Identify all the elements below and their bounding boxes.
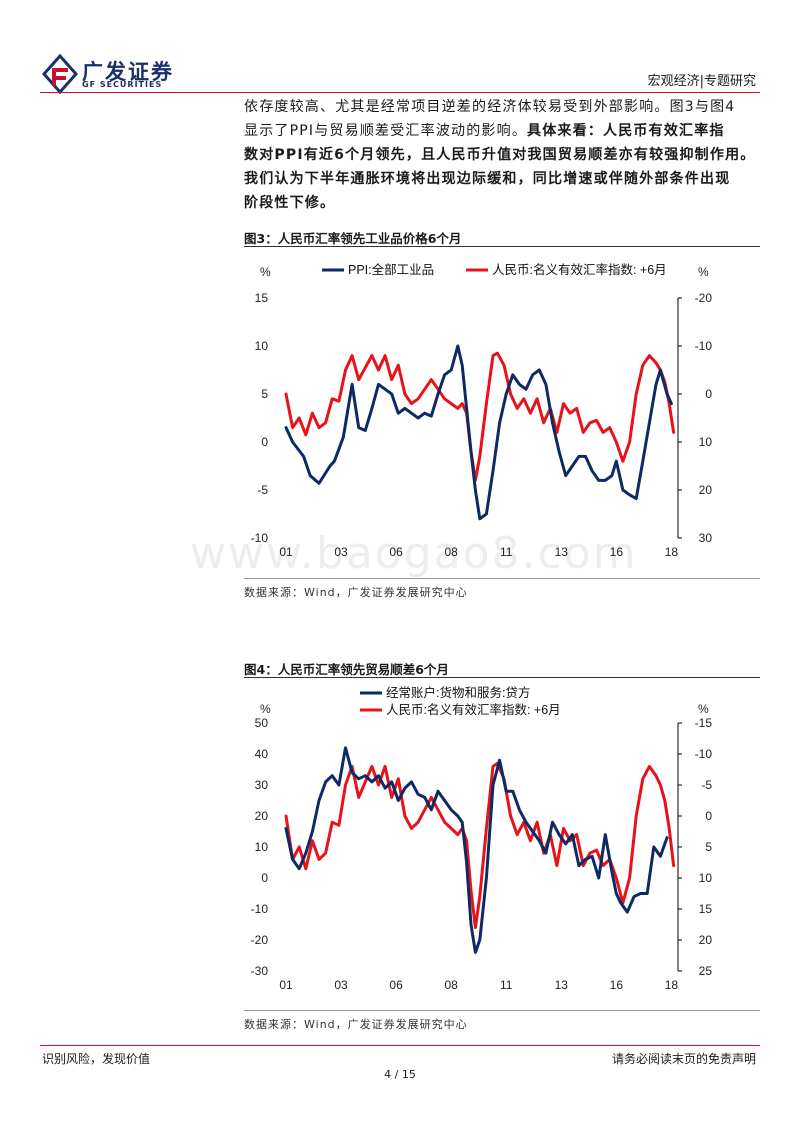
figure-4-chart: 50 40 30 20 10 0 -10 -20 -30 -15 -10 -5 0 5 10 15 20 25%%… <box>251 685 713 992</box>
figure-3-chart: 15 10 5 0 -5 -10 -20 -10 0 10 20 30% % 01 03 06 08 11 13 16… <box>251 262 713 559</box>
figure-3-top-rule <box>244 246 760 247</box>
right-tick-label: 25 <box>699 964 713 978</box>
x-tick-label: 16 <box>610 978 624 992</box>
right-tick-label: 20 <box>699 483 713 497</box>
right-unit-label: % <box>698 265 709 279</box>
footer-rule <box>40 1045 760 1046</box>
report-section: 宏观经济|专题研究 <box>647 74 756 89</box>
left-tick-label: 20 <box>255 809 269 823</box>
legend-label: 经常账户:货物和服务:贷方 <box>386 685 530 700</box>
figure-4-source: 数据来源：Wind，广发证券发展研究中心 <box>244 1018 468 1031</box>
x-tick-label: 08 <box>444 978 458 992</box>
body-paragraph: 依存度较高、尤其是经常项目逆差的经济体较易受到外部影响。图3与图4 显示了PPI… <box>244 95 764 215</box>
left-tick-label: 0 <box>261 435 268 449</box>
left-tick-label: 40 <box>255 747 269 761</box>
legend-label: PPI:全部工业品 <box>348 262 434 277</box>
right-tick-label: 0 <box>705 387 712 401</box>
right-tick-label: 10 <box>699 871 713 885</box>
x-tick-label: 06 <box>389 978 403 992</box>
left-tick-label: 10 <box>255 840 269 854</box>
x-tick-label: 06 <box>389 545 403 559</box>
x-tick-label: 03 <box>334 545 348 559</box>
x-tick-label: 16 <box>610 545 624 559</box>
x-tick-label: 01 <box>279 978 293 992</box>
page-number: 4 / 15 <box>384 1068 416 1081</box>
right-tick-label: -5 <box>701 778 712 792</box>
left-unit-label: % <box>260 702 271 716</box>
right-tick-label: 30 <box>699 531 713 545</box>
figure-3-source: 数据来源：Wind，广发证券发展研究中心 <box>244 586 468 599</box>
x-tick-label: 11 <box>500 978 513 992</box>
right-tick-label: -20 <box>695 291 713 305</box>
right-tick-label: 15 <box>699 902 713 916</box>
series-line-left <box>284 344 673 521</box>
left-tick-label: 50 <box>255 716 269 730</box>
right-unit-label: % <box>698 702 709 716</box>
left-tick-label: -5 <box>257 483 268 497</box>
series-line-right <box>284 761 676 930</box>
left-tick-label: -10 <box>251 902 269 916</box>
left-tick-label: 10 <box>255 339 269 353</box>
left-tick-label: -30 <box>251 964 269 978</box>
footer-slogan: 识别风险，发现价值 <box>42 1052 151 1066</box>
x-tick-label: 18 <box>665 978 679 992</box>
x-tick-label: 18 <box>665 545 679 559</box>
right-tick-label: -15 <box>695 716 713 730</box>
right-tick-label: 20 <box>699 933 713 947</box>
figure-3-bottom-rule <box>244 578 760 579</box>
body-line-5: 阶段性下修。 <box>244 195 336 211</box>
left-tick-label: 15 <box>255 291 269 305</box>
figure-4-top-rule <box>244 677 760 678</box>
logo-text: 广发证券 <box>82 60 174 84</box>
body-line-4: 我们认为下半年通胀环境将出现边际缓和，同比增速或伴随外部条件出现 <box>244 171 731 187</box>
left-tick-label: 30 <box>255 778 269 792</box>
x-tick-label: 03 <box>334 978 348 992</box>
series-line-left <box>284 746 669 954</box>
header-rule <box>40 92 760 93</box>
left-tick-label: 5 <box>261 387 268 401</box>
left-tick-label: -10 <box>251 531 269 545</box>
left-tick-label: 0 <box>261 871 268 885</box>
watermark: www.baogao8.com <box>190 528 638 579</box>
body-line-3: 数对PPI有近6个月领先，且人民币升值对我国贸易顺差亦有较强抑制作用。 <box>244 147 756 163</box>
right-tick-label: 10 <box>699 435 713 449</box>
x-tick-label: 08 <box>444 545 458 559</box>
right-tick-label: 0 <box>705 809 712 823</box>
logo-subtext: GF SECURITIES <box>82 80 163 89</box>
series-line-right <box>284 351 676 482</box>
x-tick-label: 13 <box>555 545 569 559</box>
legend-label: 人民币:名义有效汇率指数: +6月 <box>386 702 561 717</box>
legend-label: 人民币:名义有效汇率指数: +6月 <box>492 262 667 277</box>
x-tick-label: 13 <box>555 978 569 992</box>
right-tick-label: -10 <box>695 747 713 761</box>
figure-4-bottom-rule <box>244 1010 760 1011</box>
figure-3-title: 图3：人民币汇率领先工业品价格6个月 <box>244 231 462 246</box>
x-tick-label: 01 <box>279 545 293 559</box>
body-line-2: 显示了PPI与贸易顺差受汇率波动的影响。具体来看：人民币有效汇率指 <box>244 123 725 139</box>
left-tick-label: -20 <box>251 933 269 947</box>
body-line-1: 依存度较高、尤其是经常项目逆差的经济体较易受到外部影响。图3与图4 <box>244 99 736 115</box>
x-tick-label: 11 <box>500 545 513 559</box>
left-unit-label: % <box>260 265 271 279</box>
right-tick-label: 5 <box>705 840 712 854</box>
footer-disclaimer: 请务必阅读末页的免责声明 <box>611 1052 756 1066</box>
gf-logo <box>41 54 79 94</box>
right-tick-label: -10 <box>695 339 713 353</box>
figure-4-title: 图4：人民币汇率领先贸易顺差6个月 <box>244 662 449 677</box>
